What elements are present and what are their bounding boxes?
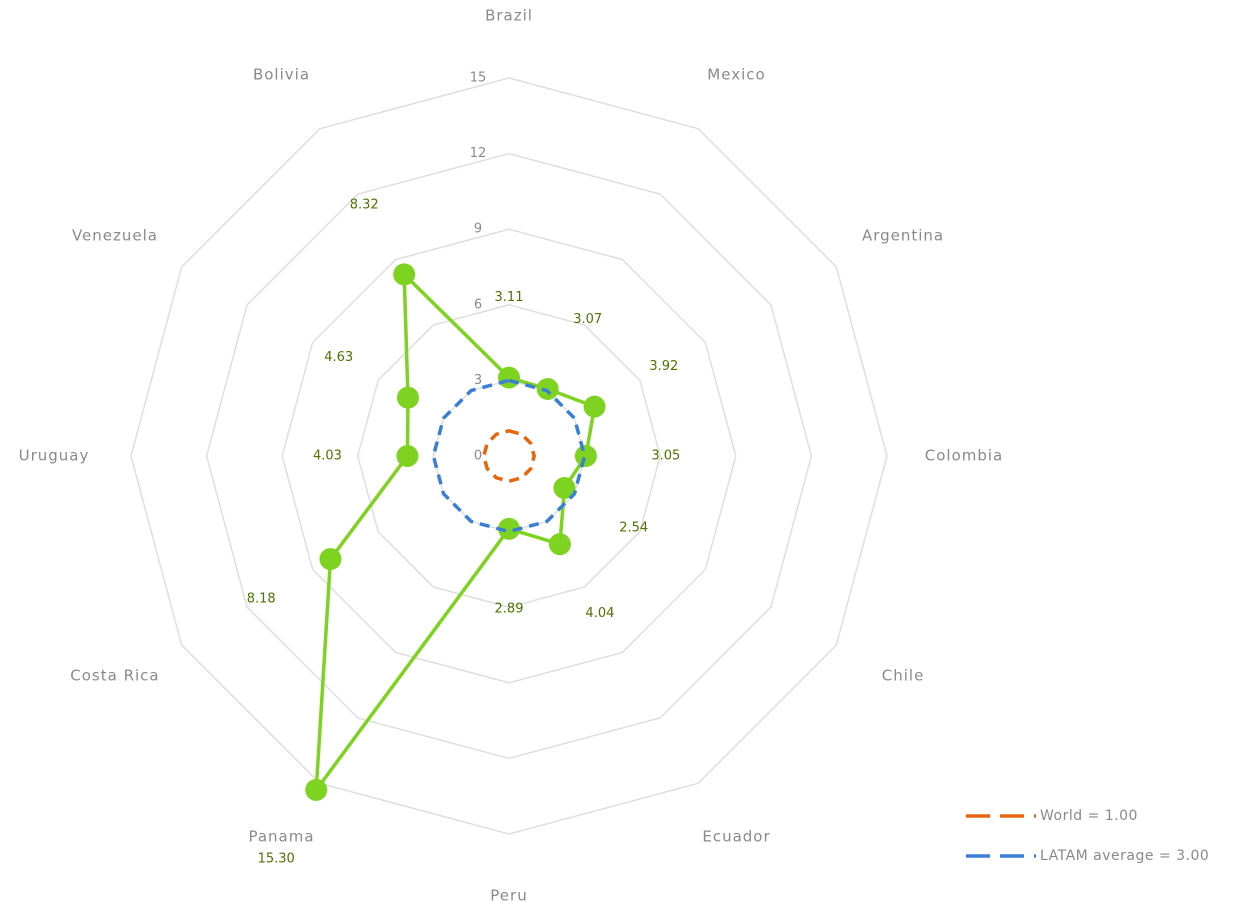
grid-ring — [357, 304, 661, 608]
marker — [319, 548, 342, 571]
category-label: Mexico — [707, 65, 765, 83]
series-line — [482, 429, 536, 483]
category-label: Peru — [490, 887, 527, 902]
data-label: 4.04 — [585, 606, 614, 621]
data-label: 15.30 — [258, 852, 295, 867]
r-tick-label: 6 — [474, 297, 482, 312]
category-label: Venezuela — [72, 227, 158, 245]
data-label: 8.18 — [247, 592, 276, 607]
series-line — [431, 378, 587, 534]
category-label: Bolivia — [253, 65, 310, 83]
grid-ring — [281, 228, 737, 684]
r-tick-label: 9 — [474, 222, 482, 237]
marker — [305, 778, 328, 801]
data-label: 3.92 — [649, 359, 678, 374]
data-label: 4.03 — [313, 449, 342, 464]
legend-label: LATAM average = 3.00 — [1040, 848, 1209, 864]
category-label: Ecuador — [702, 828, 770, 846]
category-label: Uruguay — [19, 447, 90, 465]
marker — [498, 366, 520, 389]
r-tick-label: 0 — [474, 449, 482, 464]
category-label: Colombia — [925, 447, 1004, 465]
category-label: Panama — [248, 828, 314, 846]
data-label: 3.05 — [651, 449, 680, 464]
marker — [548, 533, 571, 556]
category-label: Costa Rica — [70, 667, 159, 685]
data-label: 3.07 — [573, 312, 602, 327]
r-tick-label: 12 — [470, 146, 487, 161]
data-label: 2.89 — [495, 601, 524, 616]
data-label: 3.11 — [495, 290, 524, 305]
marker — [396, 445, 419, 467]
marker — [583, 395, 606, 418]
data-label: 2.54 — [619, 521, 648, 536]
marker — [396, 386, 419, 409]
r-tick-label: 3 — [474, 373, 482, 388]
category-label: Brazil — [485, 7, 533, 25]
series-line — [314, 272, 597, 792]
grid-ring — [205, 152, 813, 760]
marker — [553, 477, 576, 500]
category-label: Chile — [882, 667, 925, 685]
marker — [498, 517, 520, 540]
grid-ring — [130, 77, 888, 835]
marker — [536, 378, 559, 401]
r-tick-label: 15 — [470, 71, 487, 86]
data-label: 4.63 — [324, 350, 353, 365]
category-label: Argentina — [862, 227, 944, 245]
legend-label: World = 1.00 — [1040, 808, 1138, 824]
data-label: 8.32 — [350, 198, 379, 213]
marker — [574, 445, 597, 467]
marker — [393, 263, 416, 286]
